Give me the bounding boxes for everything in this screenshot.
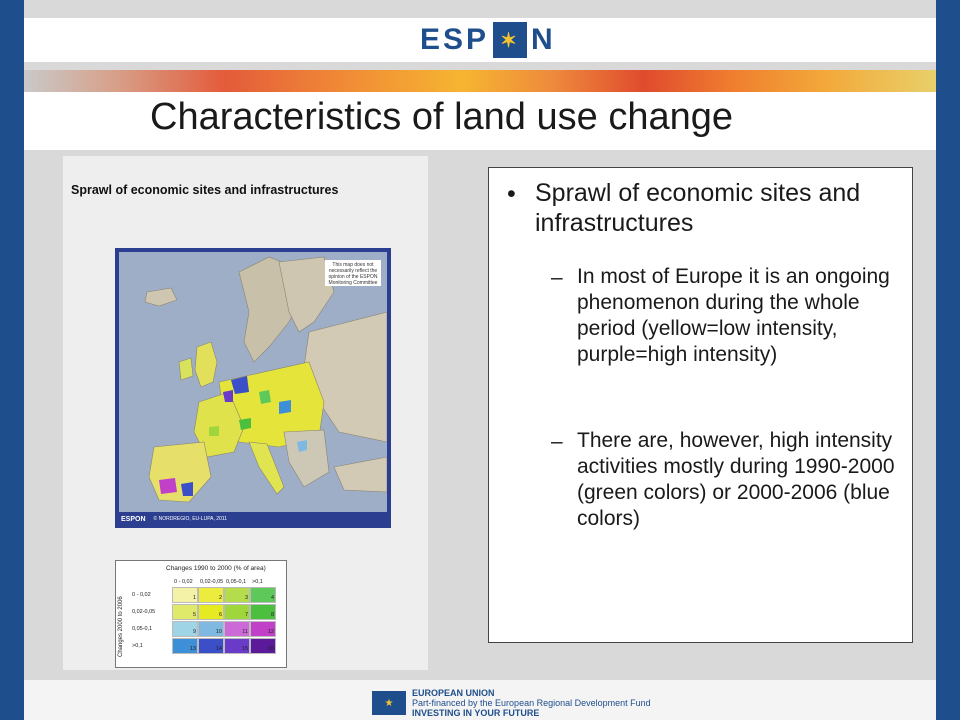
eu-footer-logo: ★ EUROPEAN UNION Part-financed by the Eu…: [372, 688, 651, 718]
eu-line-2: Part-financed by the European Regional D…: [412, 698, 651, 708]
legend-cell: 10: [198, 621, 224, 637]
legend-row-header: 0,02-0,05: [132, 609, 156, 615]
legend-cell: 11: [224, 621, 250, 637]
legend-row-title: Changes 2000 to 2006: [118, 596, 124, 657]
eu-stars-icon: ✶: [493, 22, 528, 58]
legend-cell: 14: [198, 638, 224, 654]
map-espon-logo: ESPON: [121, 515, 146, 523]
legend-cell: 4: [250, 587, 276, 603]
right-frame-bar: [936, 0, 960, 720]
eu-flag-icon: ★: [372, 691, 406, 715]
decorative-map-strip: [24, 70, 936, 92]
left-frame-bar: [0, 0, 24, 720]
slide-title: Characteristics of land use change: [150, 96, 733, 138]
legend-cell: 15: [224, 638, 250, 654]
eu-line-3: INVESTING IN YOUR FUTURE: [412, 708, 540, 718]
legend-column-header: 0,02-0,05: [200, 579, 224, 585]
europe-map: This map does not necessarily reflect th…: [115, 248, 391, 528]
bullet-icon: •: [507, 180, 516, 208]
legend-row-header: 0,05-0,1: [132, 626, 153, 632]
eu-line-1: EUROPEAN UNION: [412, 688, 495, 698]
sub-bullet-1: In most of Europe it is an ongoing pheno…: [577, 265, 890, 366]
legend-cell: 9: [172, 621, 198, 637]
legend-cell: 16: [250, 638, 276, 654]
dash-icon: –: [551, 266, 563, 289]
legend-cell: 13: [172, 638, 198, 654]
europe-map-shapes: [144, 256, 387, 503]
legend-cell: 1: [172, 587, 198, 603]
eu-footer-text: EUROPEAN UNION Part-financed by the Euro…: [412, 688, 651, 718]
legend-cell: 3: [224, 587, 250, 603]
legend-row-header: >0,1: [132, 643, 143, 649]
legend-column-header: >0,1: [252, 579, 263, 585]
main-bullet: Sprawl of economic sites and infrastruct…: [535, 179, 861, 237]
content-text-box: • Sprawl of economic sites and infrastru…: [488, 167, 913, 643]
logo-text-left: ESP: [420, 23, 490, 56]
map-legend: Changes 1990 to 2000 (% of area) Changes…: [115, 560, 287, 668]
legend-cell: 2: [198, 587, 224, 603]
map-canvas: This map does not necessarily reflect th…: [119, 252, 387, 520]
map-footer-strip: ESPON © NORDREGIO, EU-LUPA, 2011: [115, 512, 391, 526]
map-title: Sprawl of economic sites and infrastruct…: [71, 183, 339, 197]
sub-bullet-2: There are, however, high intensity activ…: [577, 429, 895, 530]
legend-column-header: 0,05-0,1: [226, 579, 247, 585]
legend-column-header: 0 - 0,02: [174, 579, 193, 585]
dash-icon: –: [551, 430, 563, 453]
header-white-band: [24, 18, 936, 62]
legend-column-title: Changes 1990 to 2000 (% of area): [166, 565, 266, 572]
map-credit: © NORDREGIO, EU-LUPA, 2011: [153, 516, 228, 522]
footer-background: [24, 680, 936, 720]
map-disclaimer: This map does not necessarily reflect th…: [325, 260, 381, 286]
legend-row-header: 0 - 0,02: [132, 592, 151, 598]
espon-logo: ESP ✶ N: [420, 22, 556, 58]
map-image: Sprawl of economic sites and infrastruct…: [63, 156, 428, 670]
legend-cell: 8: [250, 604, 276, 620]
legend-cell: 6: [198, 604, 224, 620]
logo-text-right: N: [531, 23, 556, 56]
legend-cell: 7: [224, 604, 250, 620]
legend-cell: 5: [172, 604, 198, 620]
title-band: [24, 92, 936, 150]
legend-cell: 12: [250, 621, 276, 637]
